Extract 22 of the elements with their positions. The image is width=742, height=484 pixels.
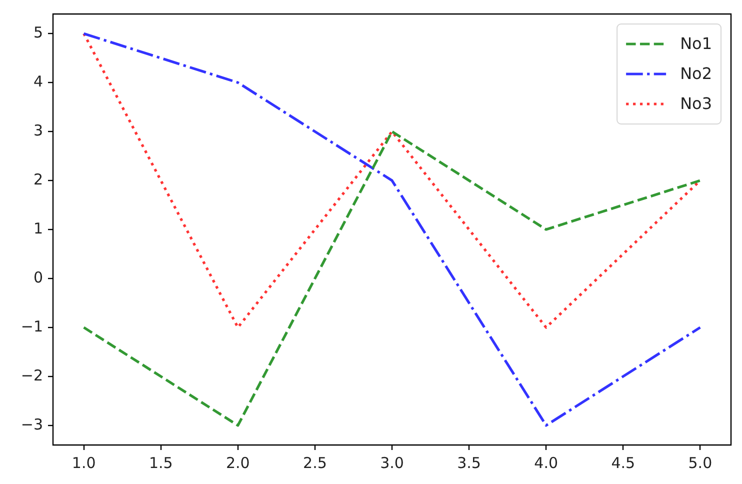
y-tick-label: −1	[20, 317, 43, 336]
y-tick-label: 1	[33, 219, 43, 238]
x-tick-label: 5.0	[688, 454, 712, 472]
y-tick-label: 0	[33, 268, 43, 286]
line-series	[82, 130, 702, 427]
y-tick-label: 4	[33, 72, 43, 90]
x-tick-label: 2.0	[226, 454, 250, 472]
y-tick-label: 5	[33, 23, 43, 42]
y-tick-label: 3	[33, 121, 43, 140]
x-tick-label: 2.5	[303, 454, 327, 472]
y-tick-label: 2	[33, 170, 43, 188]
y-tick-label: −3	[20, 415, 43, 434]
y-tick-label: −2	[20, 366, 43, 384]
legend-label: No3	[680, 94, 712, 114]
legend-label: No1	[680, 34, 712, 54]
x-tick-label: 1.0	[72, 454, 96, 472]
x-tick-label: 4.0	[534, 454, 558, 472]
x-tick-label: 1.5	[148, 454, 173, 472]
x-tick-label: 3.5	[457, 454, 481, 472]
legend-label: No2	[680, 64, 712, 84]
x-tick-label: 4.5	[611, 454, 636, 472]
x-tick-label: 3.0	[380, 454, 404, 472]
